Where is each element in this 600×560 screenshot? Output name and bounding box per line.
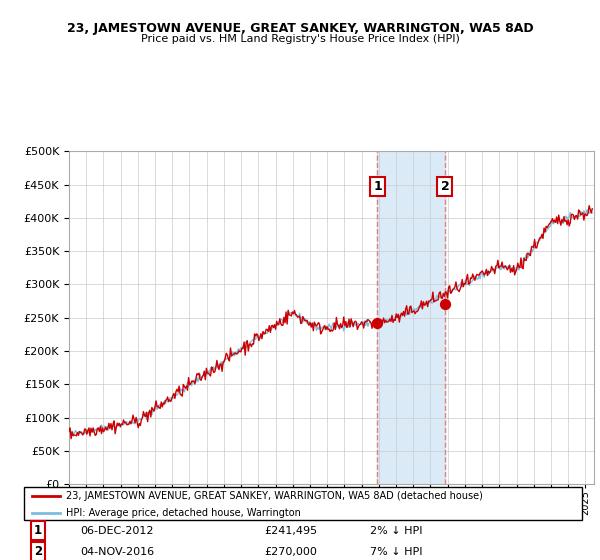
Text: 7% ↓ HPI: 7% ↓ HPI xyxy=(370,547,422,557)
Text: HPI: Average price, detached house, Warrington: HPI: Average price, detached house, Warr… xyxy=(66,507,301,517)
Text: Price paid vs. HM Land Registry's House Price Index (HPI): Price paid vs. HM Land Registry's House … xyxy=(140,34,460,44)
Text: £270,000: £270,000 xyxy=(264,547,317,557)
Point xyxy=(440,300,450,309)
Text: 2% ↓ HPI: 2% ↓ HPI xyxy=(370,526,422,536)
Text: 23, JAMESTOWN AVENUE, GREAT SANKEY, WARRINGTON, WA5 8AD: 23, JAMESTOWN AVENUE, GREAT SANKEY, WARR… xyxy=(67,22,533,35)
Text: 23, JAMESTOWN AVENUE, GREAT SANKEY, WARRINGTON, WA5 8AD (detached house): 23, JAMESTOWN AVENUE, GREAT SANKEY, WARR… xyxy=(66,491,483,501)
Bar xyxy=(377,151,445,484)
Text: 2: 2 xyxy=(440,180,449,193)
Text: 2: 2 xyxy=(34,545,42,558)
Text: 04-NOV-2016: 04-NOV-2016 xyxy=(80,547,154,557)
Text: 06-DEC-2012: 06-DEC-2012 xyxy=(80,526,154,536)
Text: £241,495: £241,495 xyxy=(264,526,317,536)
Text: 1: 1 xyxy=(34,524,42,537)
Point xyxy=(373,319,382,328)
Text: 1: 1 xyxy=(373,180,382,193)
